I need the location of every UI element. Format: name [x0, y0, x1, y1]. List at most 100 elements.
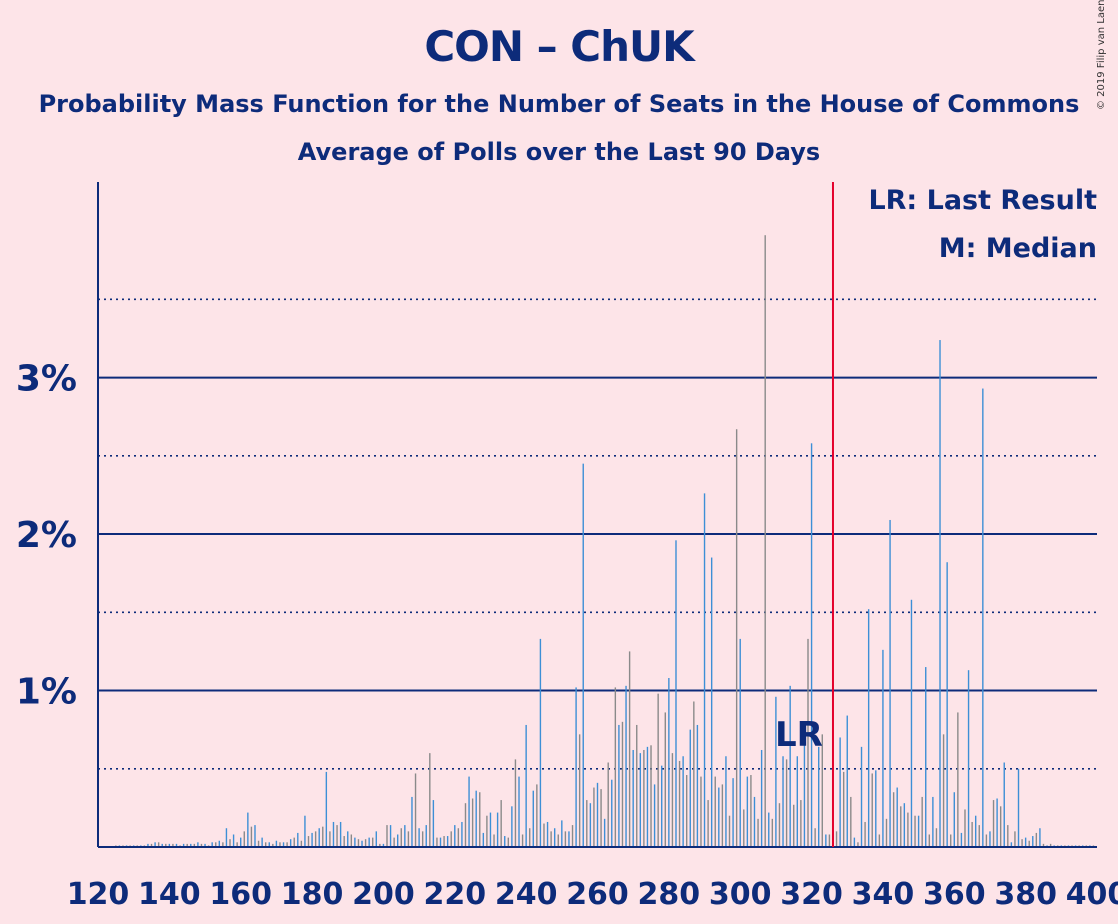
bar: [757, 818, 759, 847]
bar: [339, 821, 342, 847]
bar: [650, 745, 652, 847]
bar: [446, 836, 449, 847]
bar: [297, 832, 299, 847]
bar: [418, 828, 420, 847]
bar: [696, 724, 699, 847]
bar: [728, 815, 731, 847]
bar: [514, 759, 517, 847]
bar: [347, 831, 349, 847]
bar: [657, 693, 659, 847]
bar: [999, 806, 1002, 847]
bar: [953, 792, 955, 847]
bar: [397, 834, 399, 847]
bar: [343, 836, 345, 847]
bar: [275, 840, 278, 847]
bar: [1035, 832, 1038, 847]
bar: [393, 837, 395, 847]
bar: [596, 782, 599, 847]
bar: [921, 796, 923, 847]
bar: [536, 784, 538, 847]
bar: [878, 834, 881, 847]
bar: [436, 837, 438, 847]
bar: [628, 651, 631, 847]
bar: [925, 667, 927, 847]
bar: [457, 828, 460, 847]
gridlines: [98, 298, 1097, 770]
bar: [264, 842, 267, 847]
bar: [764, 235, 766, 847]
bar: [543, 823, 545, 847]
bar: [932, 796, 934, 847]
bar: [254, 825, 256, 847]
bar: [229, 839, 231, 847]
legend-last-result: LR: Last Result: [868, 185, 1097, 216]
bar: [807, 638, 809, 847]
bar: [182, 843, 185, 847]
bar: [507, 837, 510, 847]
bar: [443, 836, 445, 847]
bar: [992, 800, 995, 847]
bar: [286, 842, 288, 847]
bar: [814, 828, 816, 847]
bar: [768, 812, 770, 847]
bar: [611, 779, 613, 847]
bar: [564, 831, 567, 847]
bar: [593, 787, 595, 847]
axes: [97, 182, 1097, 848]
bar: [685, 775, 688, 847]
bar: [411, 796, 413, 847]
bar: [957, 712, 959, 847]
bar: [689, 729, 691, 847]
bar: [632, 749, 634, 847]
bar: [489, 812, 492, 847]
bar: [190, 843, 192, 847]
bar: [603, 818, 606, 847]
bar: [725, 756, 727, 847]
bar: [232, 834, 235, 847]
bar: [896, 787, 898, 847]
bar: [974, 815, 977, 847]
bar: [796, 756, 798, 847]
bar: [1010, 842, 1013, 847]
bar: [557, 834, 559, 847]
bar: [225, 828, 228, 847]
bar: [867, 609, 870, 847]
bar: [971, 821, 973, 847]
bar: [714, 776, 716, 847]
x-tick-label: 380: [994, 877, 1057, 912]
y-tick-label: 3%: [16, 359, 77, 400]
bar: [414, 773, 417, 847]
bar: [775, 696, 777, 847]
bar: [154, 842, 156, 847]
bar: [432, 800, 435, 847]
bar: [168, 843, 171, 847]
bar: [582, 463, 584, 847]
bar: [539, 638, 542, 847]
bar: [778, 803, 781, 847]
x-tick-label: 260: [566, 877, 629, 912]
bar: [732, 778, 734, 847]
bar: [600, 789, 602, 847]
bar: [639, 753, 642, 847]
bar: [939, 340, 941, 847]
bar: [175, 843, 178, 847]
bar: [942, 734, 945, 847]
bar: [322, 826, 324, 847]
bar: [985, 834, 988, 847]
bar: [529, 828, 531, 847]
bar: [250, 826, 253, 847]
bar: [325, 771, 328, 847]
bar: [161, 843, 163, 847]
bar: [703, 493, 706, 847]
x-tick-label: 240: [495, 877, 558, 912]
x-tick-label: 160: [209, 877, 272, 912]
x-tick-label: 340: [852, 877, 915, 912]
bar: [425, 825, 427, 847]
bar: [282, 842, 285, 847]
bar: [989, 831, 991, 847]
bar: [875, 770, 877, 847]
bar: [785, 759, 788, 847]
bar: [578, 734, 581, 847]
bar: [614, 687, 617, 847]
